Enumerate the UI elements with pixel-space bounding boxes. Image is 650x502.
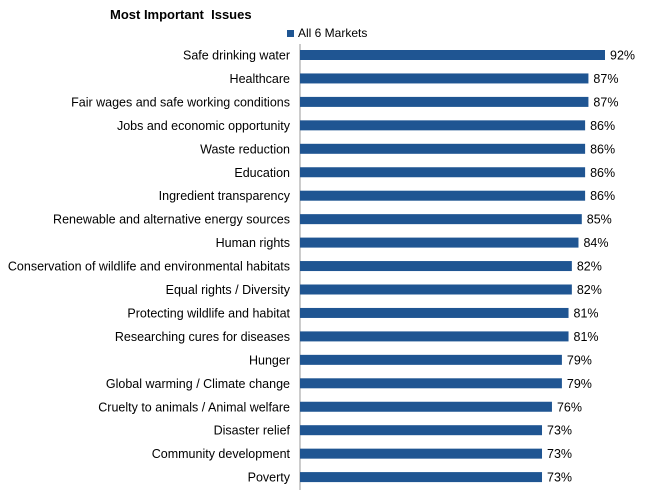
category-label: Renewable and alternative energy sources <box>53 213 290 227</box>
category-label: Ingredient transparency <box>159 189 291 203</box>
data-label: 73% <box>547 471 572 485</box>
data-label: 86% <box>590 119 615 133</box>
bar <box>300 237 579 248</box>
category-label: Education <box>234 166 290 180</box>
bar <box>300 378 562 389</box>
bar <box>300 214 582 225</box>
data-label: 79% <box>567 353 592 367</box>
category-label: Global warming / Climate change <box>106 377 290 391</box>
data-label: 84% <box>583 236 608 250</box>
category-label: Researching cures for diseases <box>115 330 290 344</box>
bar <box>300 354 562 365</box>
bar <box>300 284 572 295</box>
bar <box>300 96 589 107</box>
bar <box>300 401 552 412</box>
legend-label: All 6 Markets <box>298 26 368 40</box>
category-label: Hunger <box>249 353 290 367</box>
category-label: Human rights <box>216 236 290 250</box>
data-label: 73% <box>547 447 572 461</box>
data-label: 87% <box>593 72 618 86</box>
bar <box>300 425 543 436</box>
data-label: 86% <box>590 189 615 203</box>
bar <box>300 50 605 60</box>
bar <box>300 472 543 483</box>
data-label: 81% <box>574 306 599 320</box>
category-label: Waste reduction <box>200 142 290 156</box>
data-label: 82% <box>577 283 602 297</box>
category-label: Safe drinking water <box>183 49 290 63</box>
bar <box>300 190 586 201</box>
data-label: 81% <box>574 330 599 344</box>
category-label: Disaster relief <box>214 424 291 438</box>
category-label: Jobs and economic opportunity <box>117 119 291 133</box>
category-label: Poverty <box>248 471 291 485</box>
data-label: 76% <box>557 400 582 414</box>
category-label: Equal rights / Diversity <box>166 283 291 297</box>
data-label: 87% <box>593 95 618 109</box>
data-label: 92% <box>610 49 635 63</box>
data-label: 85% <box>587 213 612 227</box>
data-label: 86% <box>590 166 615 180</box>
category-label: Community development <box>152 447 291 461</box>
bar <box>300 261 572 272</box>
bar <box>300 143 586 154</box>
category-label: Healthcare <box>230 72 290 86</box>
bar <box>300 120 586 131</box>
chart-title: Most Important Issues <box>110 7 252 22</box>
data-label: 79% <box>567 377 592 391</box>
data-label: 86% <box>590 142 615 156</box>
bar <box>300 331 569 342</box>
legend: All 6 Markets <box>287 26 367 40</box>
data-label: 82% <box>577 260 602 274</box>
category-label: Fair wages and safe working conditions <box>71 95 290 109</box>
bar <box>300 307 569 318</box>
bar <box>300 167 586 178</box>
category-label: Conservation of wildlife and environment… <box>8 260 290 274</box>
bar <box>300 73 589 84</box>
category-label: Cruelty to animals / Animal welfare <box>98 400 290 414</box>
category-label: Protecting wildlife and habitat <box>127 306 290 320</box>
bar <box>300 448 543 459</box>
legend-swatch <box>287 29 294 37</box>
data-label: 73% <box>547 424 572 438</box>
